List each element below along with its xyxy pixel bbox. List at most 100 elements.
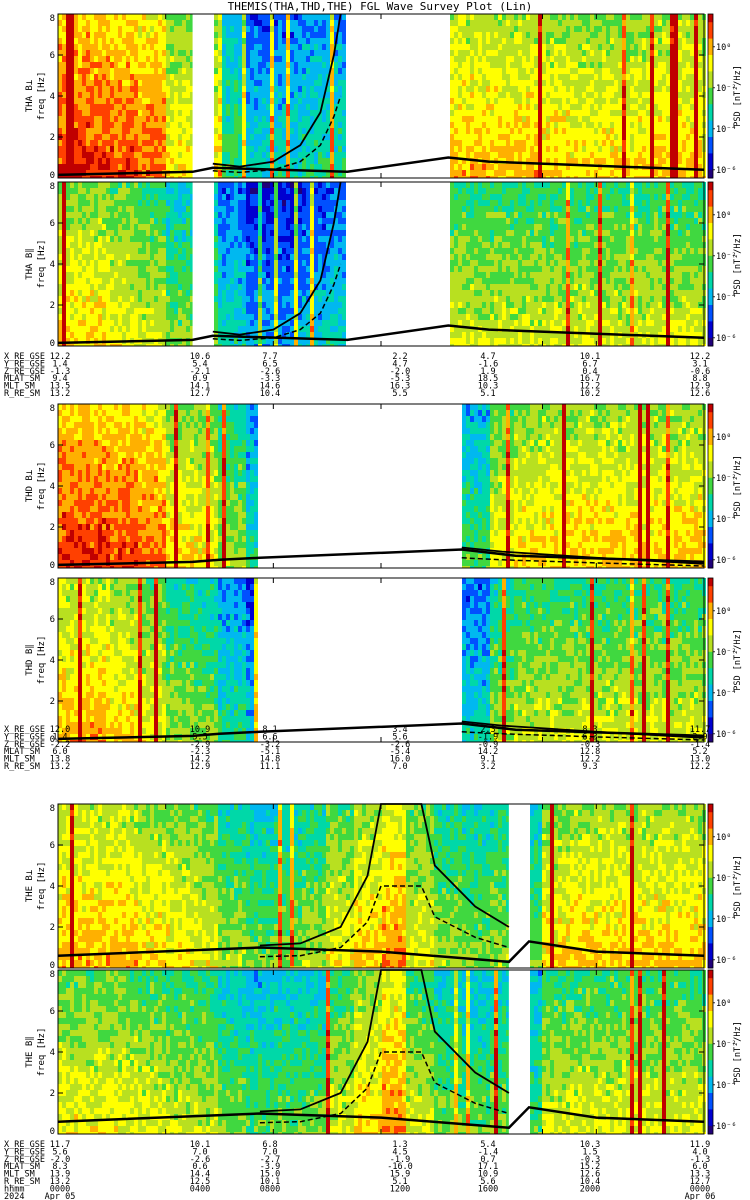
psd-cell: [58, 74, 62, 80]
psd-cell: [170, 146, 174, 152]
psd-cell: [134, 164, 138, 170]
psd-cell: [274, 68, 278, 74]
psd-cell: [182, 152, 186, 158]
psd-cell: [126, 86, 130, 92]
psd-cell: [286, 14, 290, 20]
psd-cell: [166, 98, 170, 104]
psd-cell: [78, 26, 82, 32]
psd-cell: [270, 38, 274, 44]
psd-cell: [102, 116, 106, 122]
psd-cell: [106, 122, 110, 128]
psd-cell: [218, 26, 222, 32]
psd-cell: [182, 68, 186, 74]
psd-cell: [246, 62, 250, 68]
psd-cell: [70, 164, 74, 170]
psd-cell: [170, 86, 174, 92]
psd-cell: [114, 128, 118, 134]
psd-cell: [258, 32, 262, 38]
psd-cell: [226, 20, 230, 26]
psd-cell: [114, 56, 118, 62]
psd-cell: [74, 44, 78, 50]
psd-cell: [158, 62, 162, 68]
psd-cell: [130, 56, 134, 62]
psd-cell: [170, 116, 174, 122]
psd-cell: [274, 146, 278, 152]
psd-cell: [274, 38, 278, 44]
psd-cell: [110, 44, 114, 50]
psd-cell: [170, 50, 174, 56]
psd-cell: [250, 74, 254, 80]
psd-cell: [242, 14, 246, 20]
psd-cell: [106, 44, 110, 50]
psd-cell: [66, 62, 70, 68]
psd-cell: [242, 152, 246, 158]
psd-cell: [94, 140, 98, 146]
psd-cell: [282, 44, 286, 50]
psd-cell: [226, 86, 230, 92]
psd-cell: [74, 146, 78, 152]
psd-cell: [102, 44, 106, 50]
psd-cell: [222, 98, 226, 104]
psd-cell: [178, 20, 182, 26]
psd-cell: [130, 134, 134, 140]
psd-cell: [278, 74, 282, 80]
psd-cell: [270, 20, 274, 26]
psd-cell: [74, 92, 78, 98]
psd-cell: [170, 32, 174, 38]
psd-cell: [178, 26, 182, 32]
psd-cell: [258, 116, 262, 122]
psd-cell: [142, 56, 146, 62]
psd-cell: [142, 128, 146, 134]
psd-cell: [74, 152, 78, 158]
psd-cell: [134, 104, 138, 110]
psd-cell: [182, 26, 186, 32]
psd-cell: [178, 44, 182, 50]
psd-cell: [186, 80, 190, 86]
psd-cell: [286, 56, 290, 62]
psd-cell: [278, 14, 282, 20]
psd-cell: [126, 134, 130, 140]
psd-cell: [270, 26, 274, 32]
psd-cell: [214, 128, 218, 134]
psd-cell: [98, 134, 102, 140]
psd-cell: [106, 26, 110, 32]
psd-cell: [106, 116, 110, 122]
psd-cell: [66, 56, 70, 62]
psd-cell: [166, 110, 170, 116]
psd-cell: [166, 56, 170, 62]
psd-cell: [254, 44, 258, 50]
psd-cell: [102, 92, 106, 98]
psd-cell: [110, 152, 114, 158]
psd-cell: [290, 38, 294, 44]
psd-cell: [270, 50, 274, 56]
psd-cell: [238, 146, 242, 152]
psd-cell: [122, 74, 126, 80]
psd-cell: [182, 14, 186, 20]
psd-cell: [118, 20, 122, 26]
psd-cell: [142, 98, 146, 104]
psd-cell: [142, 86, 146, 92]
psd-cell: [146, 104, 150, 110]
psd-cell: [254, 158, 258, 164]
psd-cell: [226, 104, 230, 110]
psd-cell: [98, 116, 102, 122]
psd-cell: [98, 98, 102, 104]
psd-cell: [186, 26, 190, 32]
psd-cell: [234, 32, 238, 38]
psd-cell: [150, 26, 154, 32]
psd-cell: [66, 164, 70, 170]
psd-cell: [242, 92, 246, 98]
psd-cell: [66, 38, 70, 44]
psd-cell: [150, 92, 154, 98]
psd-cell: [230, 32, 234, 38]
psd-cell: [250, 32, 254, 38]
psd-cell: [82, 74, 86, 80]
psd-cell: [86, 44, 90, 50]
psd-cell: [178, 80, 182, 86]
psd-cell: [286, 74, 290, 80]
psd-cell: [170, 80, 174, 86]
psd-cell: [70, 128, 74, 134]
psd-cell: [258, 44, 262, 50]
psd-cell: [82, 146, 86, 152]
psd-cell: [78, 134, 82, 140]
